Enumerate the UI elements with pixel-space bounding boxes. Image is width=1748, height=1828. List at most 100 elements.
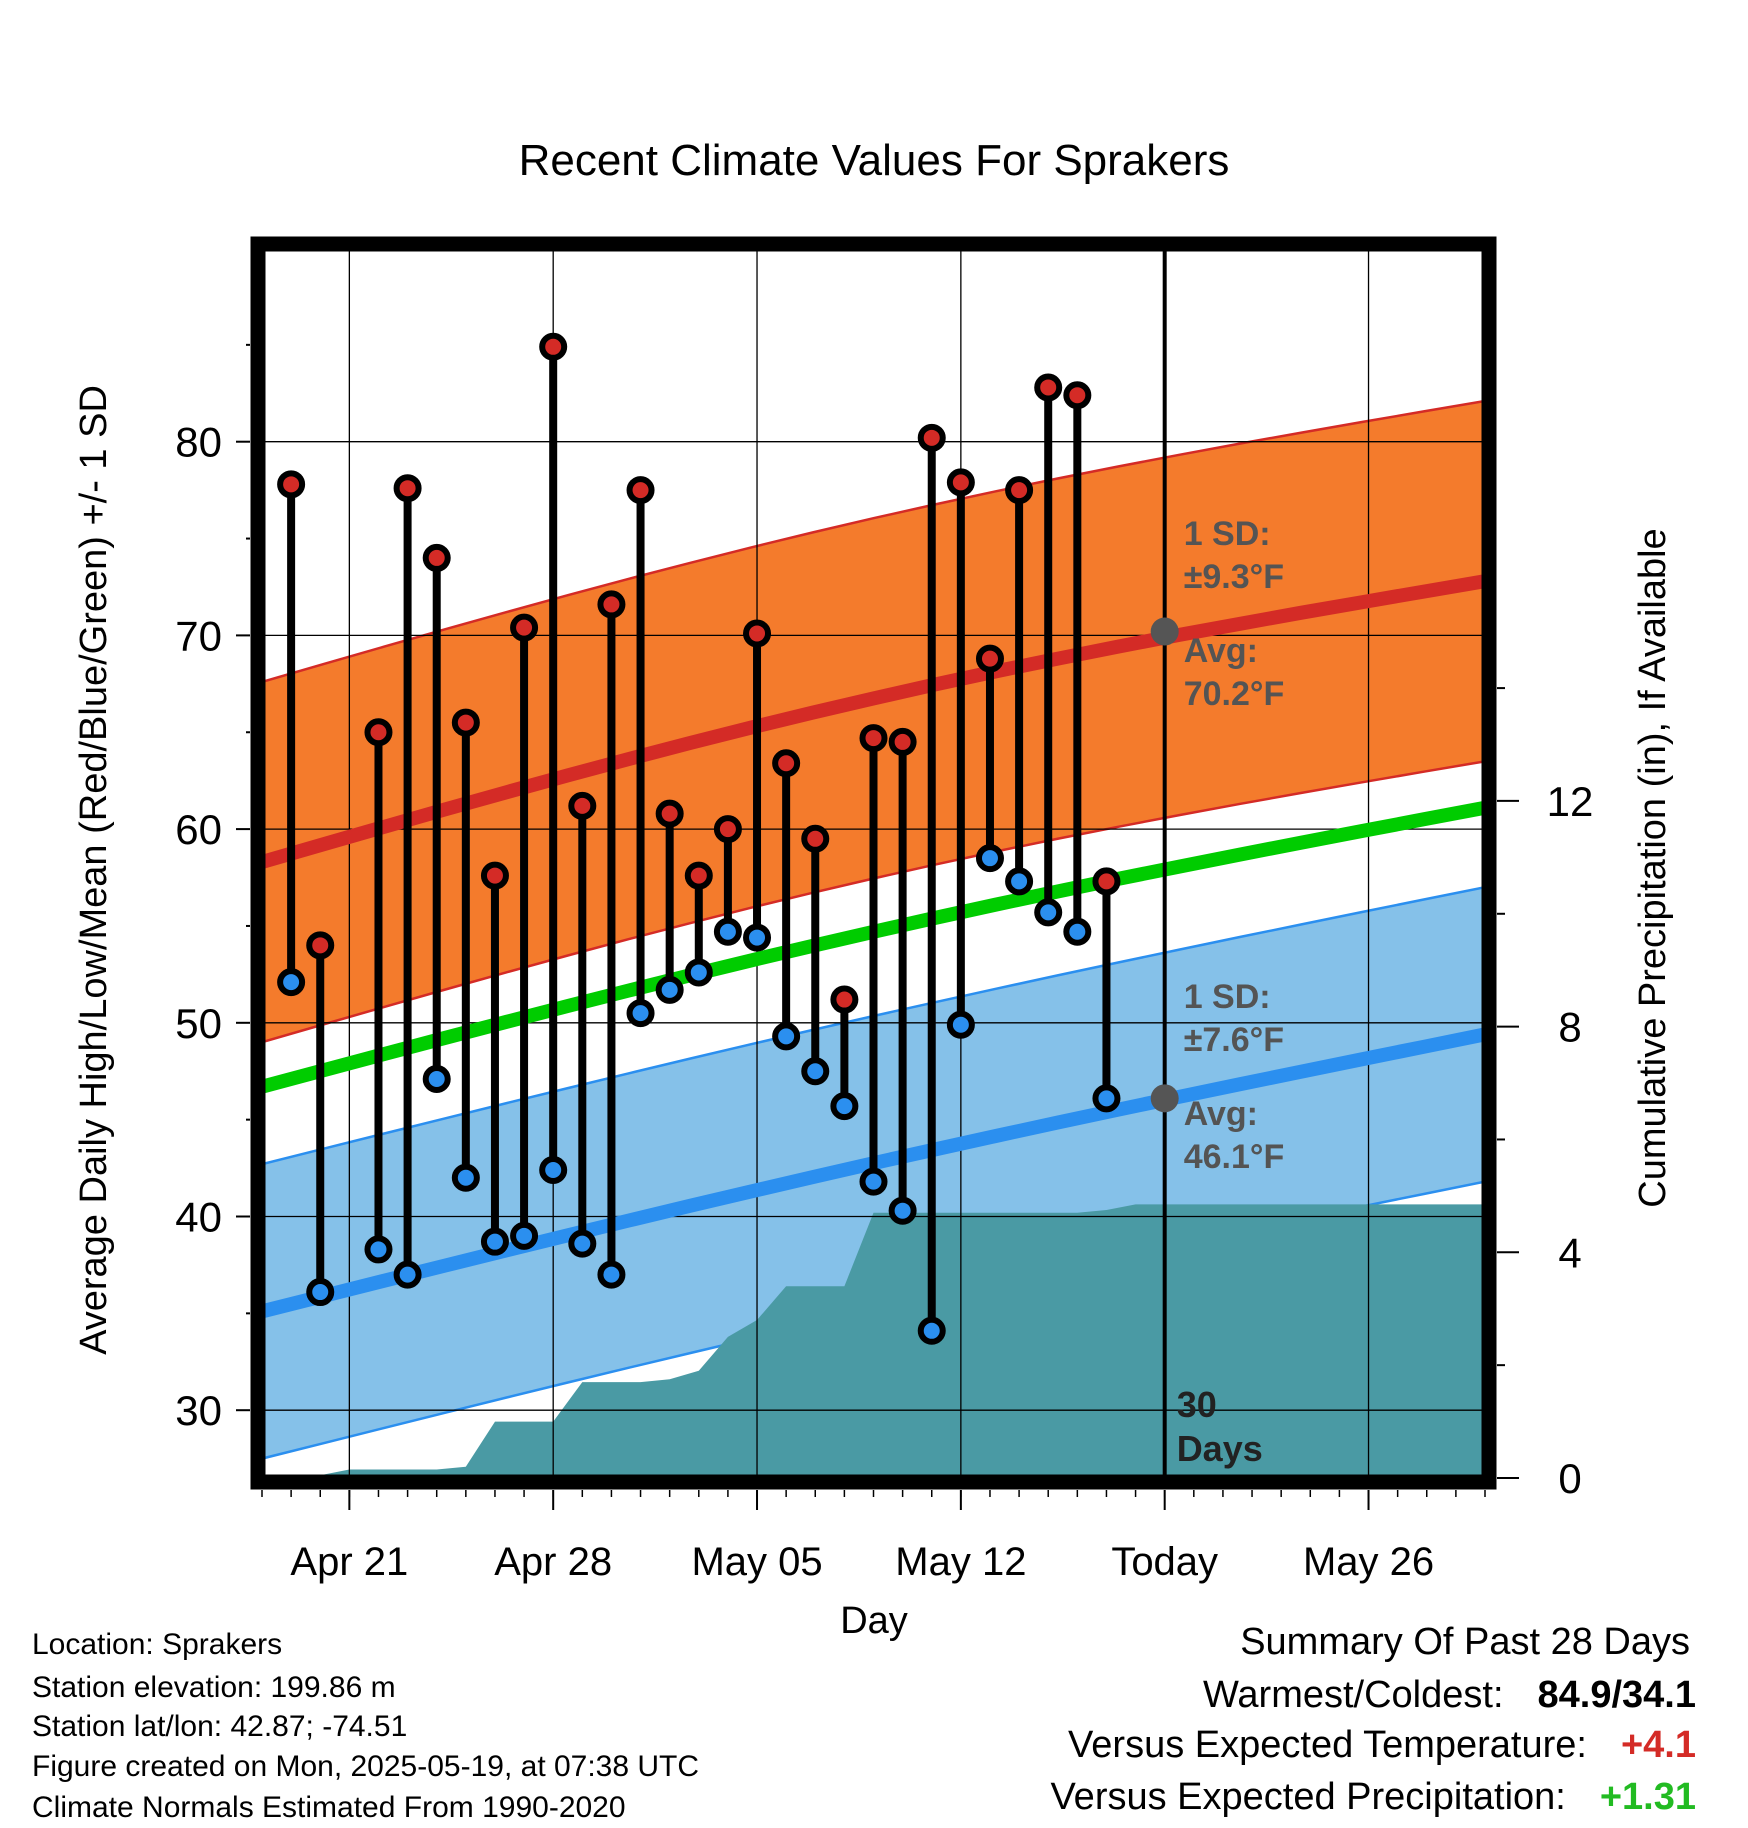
observed-low-point — [888, 1196, 917, 1225]
observed-high-point — [364, 718, 393, 747]
observed-high-point — [1005, 476, 1034, 505]
observed-high-point — [946, 468, 975, 497]
footer-created: Figure created on Mon, 2025-05-19, at 07… — [32, 1750, 700, 1783]
y2-tick-label: 8 — [1558, 1004, 1581, 1051]
observed-high-point — [277, 470, 306, 499]
observed-low-point — [1005, 867, 1034, 896]
summary-value: +4.1 — [1620, 1724, 1696, 1766]
observed-low-point — [975, 844, 1004, 873]
x-tick-label: Apr 28 — [494, 1540, 612, 1584]
observed-low-point — [451, 1163, 480, 1192]
observed-high-point — [1063, 381, 1092, 410]
summary-value: +1.31 — [1599, 1776, 1696, 1818]
y-tick-label: 70 — [175, 612, 222, 659]
high-sd-label: 1 SD: — [1184, 515, 1271, 553]
low-sd-label: 1 SD: — [1184, 978, 1271, 1016]
y-tick-label: 60 — [175, 806, 222, 853]
plot-clipped — [262, 248, 1485, 1478]
low-sd-value: ±7.6°F — [1184, 1021, 1284, 1059]
x-tick-label: Apr 21 — [290, 1540, 408, 1584]
low-avg-label: Avg: — [1184, 1095, 1258, 1133]
observed-high-point — [539, 332, 568, 361]
observed-low-point — [539, 1156, 568, 1185]
plot-area: 1 SD: ±9.3°F Avg: 70.2°F 1 SD: ±7.6°F Avg: 46.1… — [175, 236, 1594, 1584]
observed-low-point — [801, 1057, 830, 1086]
y2-tick-label: 4 — [1558, 1229, 1581, 1276]
low-avg-value: 46.1°F — [1184, 1138, 1285, 1176]
summary-label: Warmest/Coldest: — [1202, 1674, 1504, 1716]
window-label-unit: Days — [1177, 1428, 1263, 1469]
observed-low-point — [393, 1260, 422, 1289]
observed-low-point — [422, 1064, 451, 1093]
observed-high-point — [510, 613, 539, 642]
observed-high-point — [1034, 373, 1063, 402]
high-sd-upper-edge — [262, 399, 1485, 684]
footer-elevation: Station elevation: 199.86 m — [32, 1671, 396, 1704]
x-tick-label: Today — [1111, 1540, 1218, 1584]
observed-low-point — [1063, 917, 1092, 946]
observed-high-point — [917, 423, 946, 452]
observed-low-point — [1034, 898, 1063, 927]
observed-low-point — [713, 917, 742, 946]
today-high-avg-dot — [1150, 617, 1179, 646]
today-low-avg-dot — [1150, 1084, 1179, 1113]
x-tick-label: May 05 — [691, 1540, 822, 1584]
summary-row-temperature: Versus Expected Temperature: +4.1 — [1068, 1724, 1696, 1767]
observed-low-point — [1092, 1084, 1121, 1113]
observed-low-point — [277, 968, 306, 997]
observed-high-point — [830, 985, 859, 1014]
summary-row-precipitation: Versus Expected Precipitation: +1.31 — [1050, 1776, 1696, 1819]
footer-normals: Climate Normals Estimated From 1990-2020 — [32, 1791, 626, 1824]
y-axis-label: Average Daily High/Low/Mean (Red/Blue/Gr… — [73, 385, 115, 1355]
y-tick-label: 50 — [175, 1000, 222, 1047]
y2-axis-label: Cumulative Precipitation (in), If Availa… — [1632, 528, 1674, 1207]
observed-high-point — [684, 861, 713, 890]
observed-high-point — [888, 727, 917, 756]
observed-high-point — [859, 724, 888, 753]
summary-label: Versus Expected Precipitation: — [1050, 1776, 1566, 1818]
observed-high-point — [655, 799, 684, 828]
observed-high-point — [1092, 867, 1121, 896]
observed-high-point — [772, 749, 801, 778]
observed-high-point — [568, 791, 597, 820]
high-avg-label: Avg: — [1184, 632, 1258, 670]
observed-high-point — [422, 543, 451, 572]
observed-low-point — [917, 1316, 946, 1345]
observed-low-point — [597, 1260, 626, 1289]
observed-low-point — [626, 999, 655, 1028]
y2-tick-label: 12 — [1547, 778, 1594, 825]
footer-location: Location: Sprakers — [32, 1628, 283, 1661]
y-tick-label: 30 — [175, 1387, 222, 1434]
y-tick-label: 40 — [175, 1194, 222, 1241]
observed-low-point — [655, 975, 684, 1004]
observed-high-point — [480, 861, 509, 890]
summary-row-warmest: Warmest/Coldest: 84.9/34.1 — [1203, 1674, 1696, 1717]
observed-low-point — [684, 958, 713, 987]
observed-low-point — [743, 923, 772, 952]
observed-high-point — [597, 590, 626, 619]
observed-high-point — [451, 708, 480, 737]
observed-high-point — [393, 474, 422, 503]
observed-low-point — [946, 1010, 975, 1039]
summary-label: Versus Expected Temperature: — [1068, 1724, 1587, 1766]
y-tick-label: 80 — [175, 419, 222, 466]
observed-low-point — [364, 1235, 393, 1264]
observed-high-point — [743, 619, 772, 648]
observed-low-point — [859, 1167, 888, 1196]
observed-low-point — [830, 1092, 859, 1121]
plot-frame — [250, 236, 1497, 1490]
observed-high-point — [713, 815, 742, 844]
chart-title: Recent Climate Values For Sprakers — [519, 136, 1230, 185]
y2-tick-label: 0 — [1558, 1455, 1581, 1502]
high-sd-value: ±9.3°F — [1184, 558, 1284, 596]
footer-latlon: Station lat/lon: 42.87; -74.51 — [32, 1710, 408, 1743]
observed-high-point — [306, 931, 335, 960]
summary-title: Summary Of Past 28 Days — [1240, 1621, 1690, 1663]
summary-value: 84.9/34.1 — [1537, 1674, 1696, 1716]
observed-low-point — [306, 1278, 335, 1307]
high-avg-value: 70.2°F — [1184, 675, 1285, 713]
observed-low-point — [772, 1022, 801, 1051]
x-axis-label: Day — [840, 1600, 908, 1642]
observed-high-point — [801, 824, 830, 853]
